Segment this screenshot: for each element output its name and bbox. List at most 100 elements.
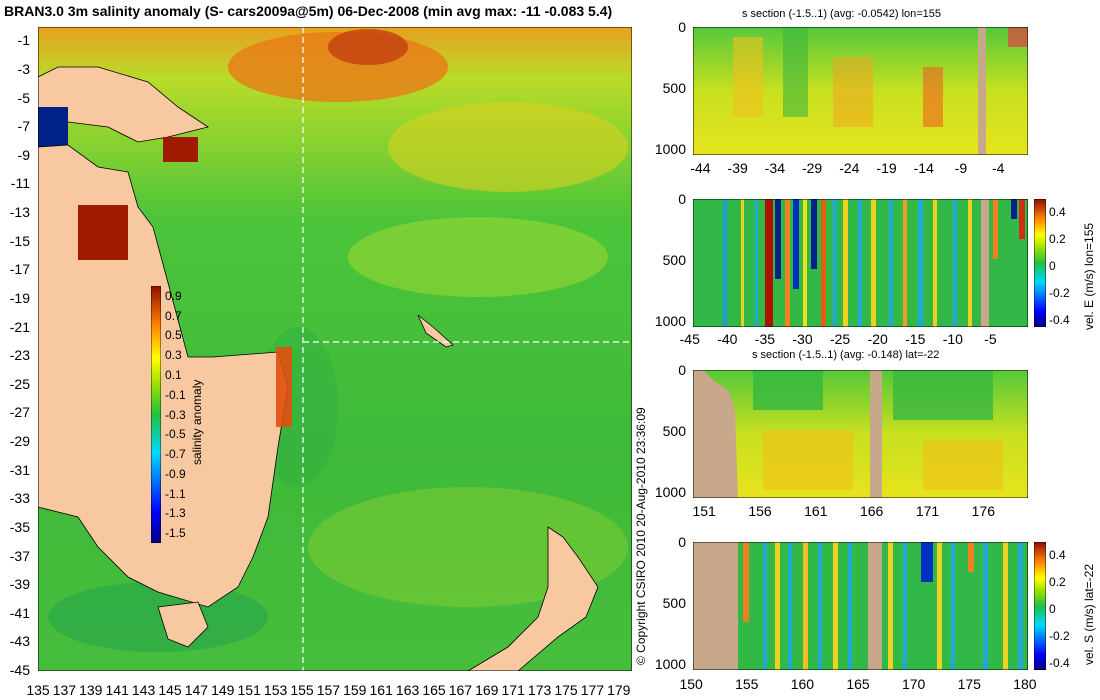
- land-mask: [868, 542, 882, 670]
- velocity-stripe: [803, 542, 808, 670]
- colorbar-tick-label: -0.2: [1049, 286, 1070, 301]
- x-tick-label: 147: [184, 682, 209, 698]
- light-band: [348, 217, 608, 297]
- colorbar-tick-label: 0.4: [1049, 205, 1066, 220]
- velocity-stripe: [763, 542, 767, 670]
- colorbar-tick-label: -1.5: [165, 526, 186, 541]
- x-tick-label: 155: [735, 676, 759, 692]
- y-tick-label: 500: [662, 251, 686, 268]
- x-tick-label: 170: [901, 676, 926, 692]
- y-tick-label: -31: [9, 461, 30, 478]
- velocity-stripe: [743, 542, 749, 622]
- y-tick-label: 0: [678, 191, 686, 207]
- y-tick-label: -15: [9, 232, 30, 249]
- x-tick-label: -19: [876, 160, 897, 176]
- x-tick-label: -34: [764, 160, 785, 176]
- v-lat-panel: [692, 541, 1029, 671]
- x-tick-label: 180: [1013, 676, 1037, 692]
- u-lon-x-axis: -45 -40 -35 -30 -25 -20 -15 -10 -5: [680, 331, 1028, 347]
- velocity-stripe: [1018, 542, 1023, 670]
- land-mask-west: [693, 370, 738, 498]
- y-tick-label: -39: [9, 576, 30, 593]
- land-mask: [870, 370, 882, 498]
- velocity-stripe: [793, 199, 799, 289]
- australia-land: [37, 144, 289, 608]
- u-colorbar-label: vel. E (m/s) lon=155: [1082, 222, 1096, 330]
- y-tick-label: 500: [662, 422, 686, 439]
- velocity-stripe: [785, 199, 790, 327]
- velocity-stripe: [775, 542, 780, 670]
- colorbar-tick-label: -0.3: [165, 407, 186, 422]
- velocity-stripe: [903, 199, 907, 327]
- x-tick-label: 139: [79, 682, 103, 698]
- x-tick-label: 151: [237, 682, 261, 698]
- y-tick-label: -43: [9, 633, 30, 650]
- map-panel: [37, 26, 633, 672]
- salinity-anomaly-map: [37, 26, 633, 672]
- u-lon-y-axis: 0 500 1000: [640, 191, 690, 329]
- u-colorbar: [1033, 198, 1047, 328]
- y-tick-label: -11: [10, 175, 30, 192]
- east-coast-warm-strip: [276, 347, 292, 427]
- map-colorbar-ticks: 0.9 0.7 0.5 0.3 0.1 -0.1 -0.3 -0.5 -0.7 -0.9 -1.1 -…: [165, 286, 195, 543]
- colorbar-tick-label: -0.4: [1049, 313, 1070, 328]
- x-tick-label: 171: [501, 682, 525, 698]
- x-tick-label: -10: [942, 331, 963, 347]
- x-tick-label: 176: [971, 503, 995, 519]
- colorbar-tick-label: 0: [1049, 602, 1056, 617]
- colorbar-tick-label: -0.5: [165, 427, 186, 442]
- v-lat-y-axis: 0 500 1000: [640, 534, 690, 672]
- x-tick-label: -29: [801, 160, 823, 176]
- map-y-axis: -1 -3 -5 -7 -9 -11 -13 -15 -17 -19 -21 -23 -25 -27 -29…: [0, 27, 34, 678]
- warm-core: [328, 29, 408, 65]
- x-tick-label: 173: [527, 682, 552, 698]
- x-tick-label: 135: [26, 682, 50, 698]
- s-lat-title: s section (-1.5..1) (avg: -0.148) lat=-2…: [752, 349, 940, 361]
- u-colorbar-ticks: 0.4 0.2 0 -0.2 -0.4: [1049, 199, 1079, 327]
- s-lon-heatmap: [692, 26, 1029, 156]
- x-tick-label: 165: [846, 676, 870, 692]
- bass-strait-water: [48, 582, 268, 652]
- velocity-stripe: [937, 542, 942, 670]
- y-tick-label: -5: [17, 89, 30, 106]
- x-tick-label: 165: [422, 682, 446, 698]
- y-tick-label: 500: [662, 79, 686, 96]
- velocity-stripe: [818, 542, 822, 670]
- velocity-stripe: [889, 199, 893, 327]
- colorbar-tick-label: -0.7: [165, 447, 186, 462]
- x-tick-label: 159: [343, 682, 367, 698]
- y-tick-label: -35: [9, 518, 30, 535]
- y-tick-label: -9: [17, 146, 30, 163]
- map-x-axis: 135 137 139 141 143 145 147 149 151 153 155 157 159 1…: [26, 682, 632, 698]
- y-tick-label: 1000: [654, 312, 686, 329]
- x-tick-label: 167: [448, 682, 473, 698]
- velocity-stripe: [788, 542, 792, 670]
- y-tick-label: 0: [678, 19, 686, 35]
- x-tick-label: -44: [690, 160, 711, 176]
- y-tick-label: -17: [9, 261, 30, 278]
- x-tick-label: -9: [954, 160, 968, 176]
- y-tick-label: -23: [9, 347, 30, 364]
- y-tick-label: -41: [9, 604, 30, 621]
- velocity-stripe: [843, 199, 848, 327]
- velocity-stripe: [903, 542, 907, 670]
- x-tick-label: 166: [859, 503, 884, 519]
- x-tick-label: 161: [804, 503, 828, 519]
- velocity-stripe: [833, 199, 837, 327]
- x-tick-label: 151: [692, 503, 716, 519]
- new-caledonia-land: [417, 314, 454, 348]
- x-tick-label: -39: [727, 160, 748, 176]
- land-mask: [693, 542, 738, 670]
- y-tick-label: -37: [9, 547, 30, 564]
- x-tick-label: -24: [839, 160, 860, 176]
- velocity-stripe: [968, 199, 972, 327]
- gulf-carpentaria-anomaly: [78, 205, 128, 260]
- x-tick-label: 175: [554, 682, 578, 698]
- y-tick-label: -25: [9, 375, 30, 392]
- x-tick-label: 156: [748, 503, 772, 519]
- x-tick-label: -4: [991, 160, 1005, 176]
- velocity-stripe: [803, 199, 807, 327]
- colorbar-tick-label: 0.2: [1049, 232, 1066, 247]
- colorbar-tick-label: 0.3: [165, 348, 182, 363]
- new-zealand-land: [466, 526, 599, 672]
